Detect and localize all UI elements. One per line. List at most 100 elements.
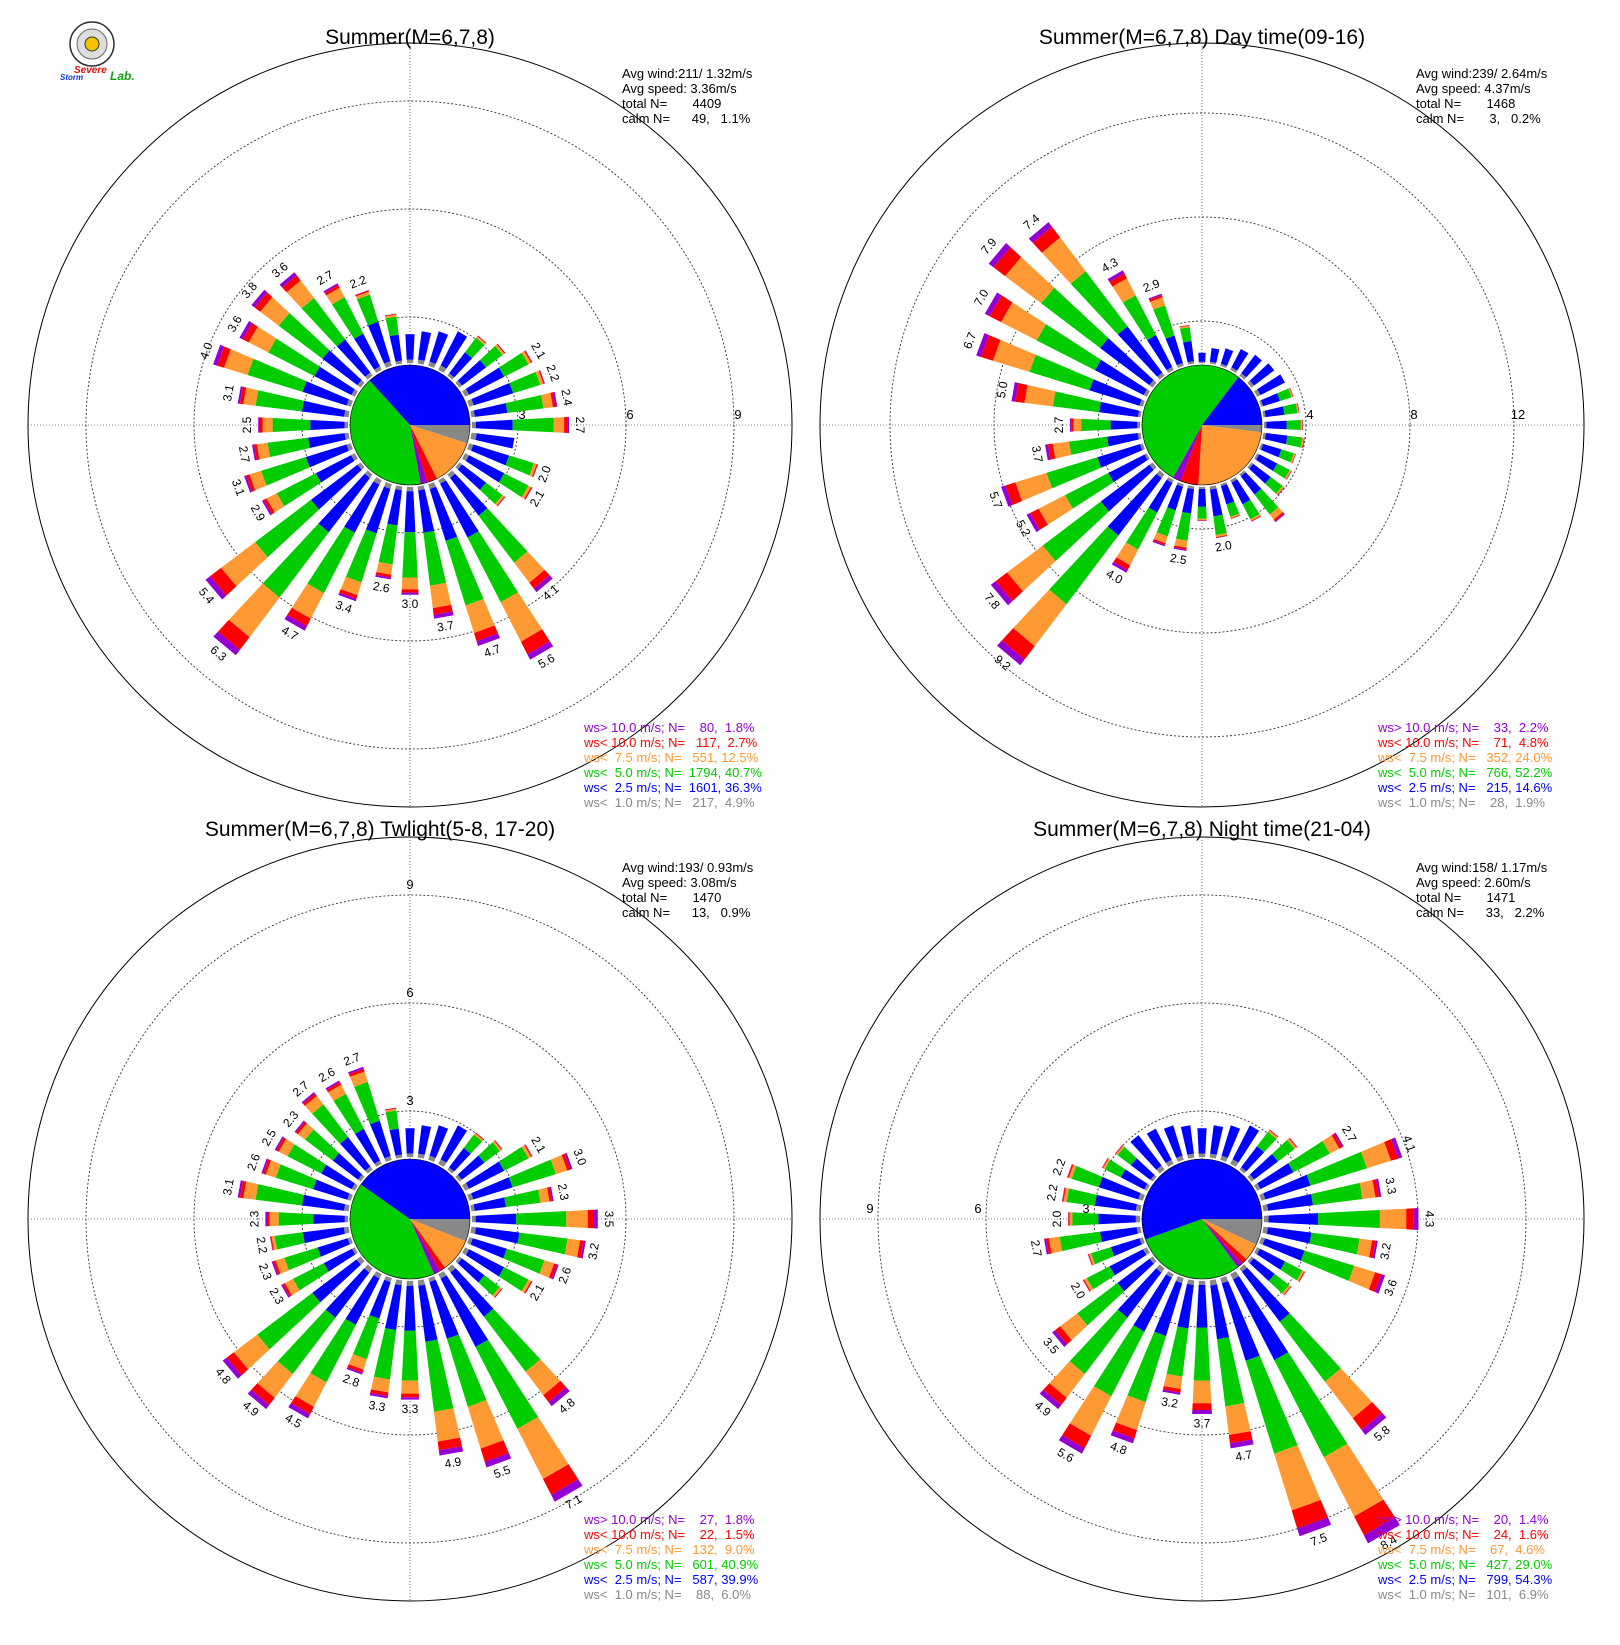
- ring-label-3: 9: [406, 877, 413, 892]
- petal-26-lt75: [1015, 473, 1052, 501]
- petal-label-18: 3.7: [436, 618, 455, 635]
- stat-line-3: total N= 1470: [622, 890, 721, 905]
- petal-10-lt25: [1266, 421, 1286, 430]
- legend-entry-1: ws> 10.0 m/s; N= 80, 1.8%: [583, 720, 755, 735]
- petal-20-lt5: [374, 1328, 396, 1380]
- petal-10-lt5: [1287, 420, 1301, 430]
- petal-28-lt10: [260, 417, 263, 432]
- petal-label-28: 2.7: [1052, 416, 1066, 433]
- ring-label-2: 6: [406, 985, 413, 1000]
- petal-9-lt25: [474, 1197, 506, 1211]
- petal-2-lt25: [1210, 1125, 1223, 1155]
- petal-10-lt25: [476, 420, 513, 430]
- petal-1-lt25: [1198, 353, 1205, 362]
- petal-19-lt1: [407, 487, 414, 491]
- petal-27-lt5: [1060, 1232, 1102, 1251]
- legend-entry-5: ws< 2.5 m/s; N= 1601, 36.3%: [583, 780, 762, 795]
- petal-10-lt1: [472, 422, 476, 429]
- petal-18-lt25: [1210, 489, 1223, 517]
- petal-label-20: 3.2: [1160, 1394, 1179, 1411]
- petal-29-lt25: [1095, 1195, 1137, 1211]
- ring-label-2: 8: [1410, 407, 1417, 422]
- petal-1-lt1: [407, 360, 414, 364]
- legend-entry-5: ws< 2.5 m/s; N= 587, 39.9%: [583, 1572, 759, 1587]
- petal-label-12: 3.6: [1381, 1277, 1400, 1298]
- petal-10-gt10: [1414, 1208, 1419, 1230]
- pie-slice-lt75: [1198, 425, 1261, 485]
- petal-18-lt5: [1213, 515, 1226, 535]
- petal-label-29: 5.0: [994, 380, 1011, 399]
- petal-35-lt5: [357, 295, 378, 326]
- logo-word-storm: Storm: [60, 73, 83, 82]
- stat-line-2: Avg speed: 3.08m/s: [622, 875, 737, 890]
- petal-19-lt1: [407, 1281, 414, 1286]
- panel-title: Summer(M=6,7,8) Night time(21-04): [1033, 818, 1371, 841]
- stat-line-2: Avg speed: 4.37m/s: [1416, 81, 1531, 96]
- petal-28-lt5: [279, 1212, 314, 1225]
- petal-3-lt25: [1221, 348, 1233, 366]
- petal-2-lt25: [418, 331, 431, 361]
- legend-entry-4: ws< 5.0 m/s; N= 1794, 40.7%: [583, 765, 762, 780]
- ring-label-3: 9: [734, 407, 741, 422]
- petal-10-lt25: [476, 1214, 516, 1225]
- petal-18-lt75: [434, 1408, 460, 1441]
- petal-label-30: 2.2: [1050, 1156, 1069, 1177]
- petal-label-18: 4.9: [444, 1454, 463, 1471]
- stat-line-4: calm N= 49, 1.1%: [622, 111, 751, 126]
- petal-28-lt10: [1069, 1212, 1070, 1226]
- petal-19-gt10: [401, 1397, 419, 1399]
- petal-12-lt25: [1261, 444, 1281, 457]
- legend-entry-2: ws< 10.0 m/s; N= 71, 4.8%: [1377, 735, 1549, 750]
- petal-label-32: 2.3: [280, 1108, 302, 1130]
- petal-36-lt25: [390, 335, 402, 362]
- petal-label-26: 3.1: [229, 477, 248, 498]
- legend-entry-5: ws< 2.5 m/s; N= 215, 14.6%: [1377, 780, 1553, 795]
- petal-1-lt1: [1199, 362, 1205, 363]
- petal-28-lt5: [1073, 1212, 1099, 1225]
- petal-10-lt5: [1318, 1210, 1380, 1228]
- petal-label-30: 2.6: [244, 1152, 263, 1173]
- petal-36-lt5: [386, 1111, 399, 1131]
- petal-label-8: 3.0: [570, 1147, 589, 1168]
- legend-entry-1: ws> 10.0 m/s; N= 33, 2.2%: [1377, 720, 1549, 735]
- petal-17-lt75: [468, 1400, 504, 1449]
- petal-10-lt1: [1264, 1216, 1269, 1223]
- petal-28-lt10: [1071, 418, 1073, 431]
- petal-28-lt1: [1137, 422, 1140, 429]
- legend-entry-2: ws< 10.0 m/s; N= 24, 1.6%: [1377, 1527, 1549, 1542]
- petal-17-lt75: [1274, 1445, 1321, 1510]
- petal-21-lt25: [1167, 485, 1183, 511]
- petal-36-lt5: [1180, 327, 1192, 342]
- petal-label-12: 2.6: [555, 1265, 574, 1286]
- petal-label-35: 2.7: [342, 1050, 363, 1069]
- petal-18-lt5: [425, 1340, 453, 1412]
- petal-27-lt5: [268, 438, 310, 457]
- petal-2-lt25: [1210, 348, 1219, 363]
- petal-label-27: 2.2: [254, 1236, 271, 1255]
- petal-30-lt5: [1072, 1166, 1103, 1187]
- lab-logo: Severe Storm Lab.: [60, 22, 135, 83]
- petal-label-8: 4.1: [1400, 1133, 1419, 1154]
- legend-entry-4: ws< 5.0 m/s; N= 766, 52.2%: [1377, 765, 1553, 780]
- petal-9-lt25: [474, 403, 508, 417]
- legend-entry-6: ws< 1.0 m/s; N= 101, 6.9%: [1377, 1587, 1549, 1602]
- petal-28-lt75: [1074, 419, 1082, 432]
- petal-label-10: 4.3: [1423, 1211, 1437, 1228]
- legend-entry-6: ws< 1.0 m/s; N= 88, 6.0%: [583, 1587, 751, 1602]
- legend-entry-6: ws< 1.0 m/s; N= 28, 1.9%: [1377, 795, 1545, 810]
- petal-28-gt10: [265, 1212, 267, 1227]
- petal-label-18: 4.7: [1234, 1447, 1253, 1464]
- stat-line-1: Avg wind:158/ 1.17m/s: [1416, 860, 1548, 875]
- legend-entry-5: ws< 2.5 m/s; N= 799, 54.3%: [1377, 1572, 1553, 1587]
- petal-27-lt5: [275, 1232, 305, 1249]
- petal-label-33: 7.4: [1021, 211, 1043, 233]
- petal-10-gt10: [594, 1210, 598, 1229]
- petal-label-29: 2.2: [1044, 1183, 1061, 1202]
- petal-35-lt5: [1153, 305, 1174, 339]
- stat-line-3: total N= 4409: [622, 96, 721, 111]
- petal-label-19: 3.3: [402, 1402, 419, 1416]
- petal-27-lt25: [303, 1227, 345, 1243]
- petal-19-lt10: [1192, 1403, 1211, 1410]
